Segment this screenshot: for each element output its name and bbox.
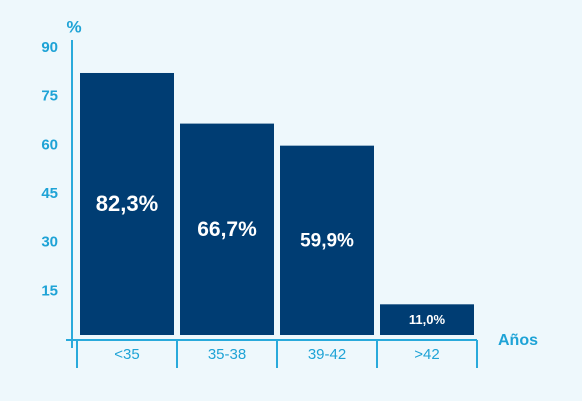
- y-axis-label: %: [66, 17, 81, 36]
- value-label: 11,0%: [409, 312, 446, 327]
- y-tick-label: 45: [41, 185, 58, 202]
- bar: [180, 123, 274, 336]
- bar: [380, 304, 474, 335]
- bar: [80, 72, 174, 335]
- y-tick-label: 30: [41, 234, 58, 251]
- value-label: 66,7%: [197, 218, 257, 241]
- x-tick-label: 39-42: [308, 346, 346, 363]
- value-label: 59,9%: [300, 230, 354, 251]
- y-tick-label: 75: [41, 88, 58, 105]
- x-axis-label: Años: [498, 332, 538, 349]
- value-label: 82,3%: [96, 191, 158, 216]
- x-tick-label: 35-38: [208, 346, 246, 363]
- y-tick-label: 60: [41, 136, 58, 153]
- y-tick-label: 90: [41, 39, 58, 56]
- x-tick-label: >42: [414, 346, 439, 363]
- y-tick-label: 15: [41, 282, 58, 299]
- x-tick-label: <35: [114, 346, 139, 363]
- bar: [280, 145, 374, 335]
